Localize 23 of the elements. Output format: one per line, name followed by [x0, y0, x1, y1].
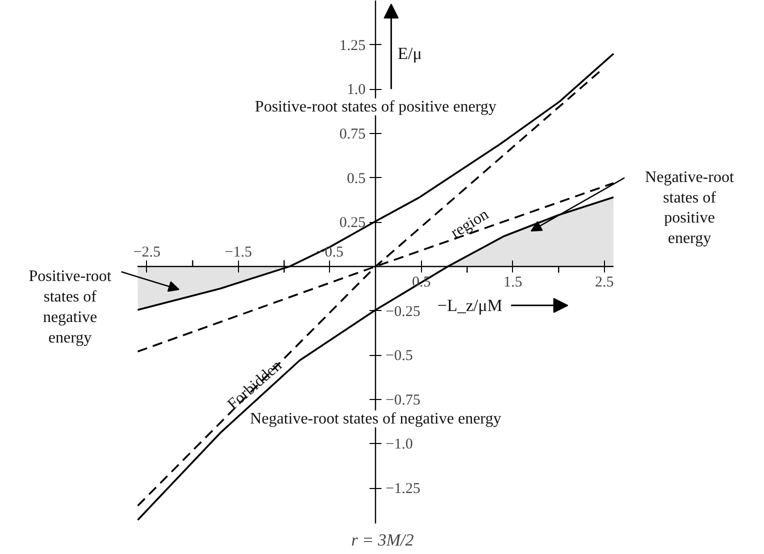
- y-tick-label: 1.25: [339, 38, 366, 54]
- annotation: Positive-root states of positive energy: [254, 98, 496, 116]
- x2-tick-label: −0.5: [316, 244, 344, 260]
- y2-tick-label: −0.5: [386, 348, 413, 364]
- text: r = 3M/2: [351, 530, 414, 550]
- x2-tick-label: −1.5: [224, 244, 252, 260]
- text: Positive-root states of negative energy: [28, 268, 112, 346]
- y-tick-label: 0.25: [339, 215, 366, 232]
- annotation: Negative-root states of negative energy: [250, 410, 502, 428]
- x-axis-title: −L_z/μM: [437, 296, 502, 315]
- x-tick-label: 2.5: [595, 274, 614, 290]
- y2-tick-label: −1.25: [386, 481, 420, 498]
- y-tick-label: 1.0: [346, 82, 366, 98]
- annotation: region: [448, 206, 492, 242]
- y-tick-label: 0.5: [346, 170, 366, 187]
- y2-tick-label: −1.0: [386, 436, 413, 453]
- y2-tick-label: −0.25: [386, 304, 420, 320]
- text: Negative-root states of positive energy: [645, 168, 734, 248]
- y2-tick-label: −0.75: [386, 392, 420, 408]
- y-tick-label: 0.75: [339, 126, 366, 142]
- y2-axis-title: E/μ: [398, 44, 422, 64]
- x-tick-label: 1.5: [504, 274, 522, 290]
- x2-tick-label: −2.5: [133, 244, 161, 260]
